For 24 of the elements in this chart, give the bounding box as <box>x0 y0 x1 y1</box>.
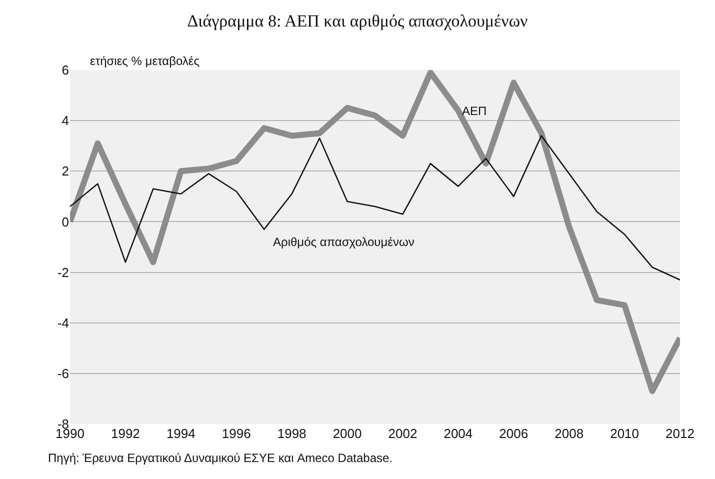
y-tick-label: -6 <box>57 366 69 381</box>
x-tick-label: 2008 <box>554 426 584 441</box>
line-series <box>70 135 680 281</box>
x-tick-label: 2006 <box>499 426 528 441</box>
x-tick-label: 1996 <box>222 426 251 441</box>
x-tick-label: 1994 <box>166 426 196 441</box>
x-tick-label: 2012 <box>666 426 694 441</box>
x-tick-label: 2000 <box>332 426 362 441</box>
y-tick-label: -4 <box>57 315 69 330</box>
x-tick-label: 1992 <box>110 426 140 441</box>
x-tick-label: 2010 <box>610 426 640 441</box>
y-tick-label: 2 <box>62 164 69 179</box>
y-tick-label: 4 <box>62 113 69 128</box>
y-tick-label: 0 <box>62 214 69 230</box>
x-tick-label: 1998 <box>277 426 306 441</box>
x-tick-label: 2004 <box>444 426 473 441</box>
y-axis-title: ετήσιες % μεταβολές <box>90 54 200 68</box>
series-label: ΑΕΠ <box>462 104 487 118</box>
series-label: Αριθμός απασχολουμένων <box>273 235 414 249</box>
y-tick-label: 6 <box>62 62 69 78</box>
x-tick-label: 2002 <box>388 426 418 441</box>
text: Πηγή: Έρευνα Εργατικού Δυναμικού ΕΣΥΕ και Ameco Database. <box>48 451 392 465</box>
y-tick-label: -2 <box>57 264 69 280</box>
chart-title: Διάγραμμα 8: ΑΕΠ και αριθμός απασχολουμένων <box>187 11 528 30</box>
